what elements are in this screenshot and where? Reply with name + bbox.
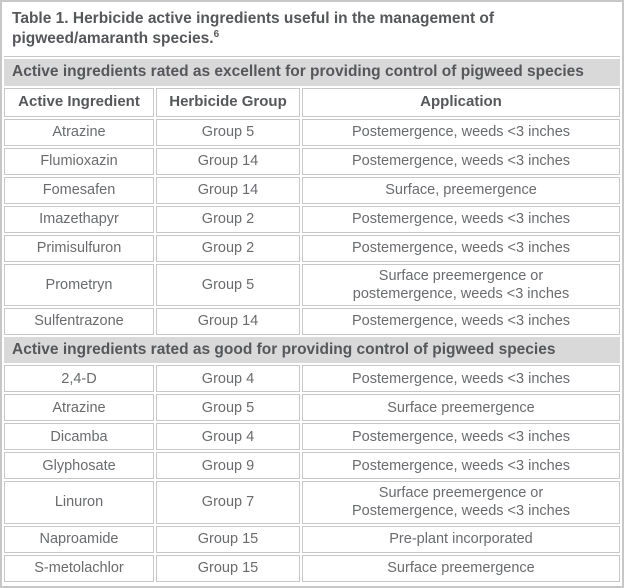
cell-herbicide-group: Group 15 bbox=[156, 554, 300, 582]
cell-application: Postemergence, weeds <3 inches bbox=[302, 307, 620, 335]
cell-active-ingredient: Fomesafen bbox=[4, 176, 154, 204]
cell-herbicide-group: Group 4 bbox=[156, 365, 300, 393]
cell-active-ingredient: Prometryn bbox=[4, 263, 154, 306]
section-header: Active ingredients rated as excellent fo… bbox=[4, 58, 620, 86]
cell-herbicide-group: Group 14 bbox=[156, 176, 300, 204]
section-grid: Active Ingredient Herbicide Group Applicat… bbox=[4, 87, 620, 335]
cell-application: Postemergence, weeds <3 inches bbox=[302, 147, 620, 175]
cell-application: Surface preemergence bbox=[302, 394, 620, 422]
cell-active-ingredient: Linuron bbox=[4, 481, 154, 524]
cell-application: Postemergence, weeds <3 inches bbox=[302, 118, 620, 146]
table-title-text: Table 1. Herbicide active ingredients us… bbox=[12, 10, 495, 48]
cell-application: Pre-plant incorporated bbox=[302, 525, 620, 553]
cell-herbicide-group: Group 15 bbox=[156, 525, 300, 553]
cell-active-ingredient: Atrazine bbox=[4, 118, 154, 146]
cell-herbicide-group: Group 9 bbox=[156, 452, 300, 480]
column-header-cell: Active Ingredient bbox=[4, 87, 154, 117]
cell-application: Surface preemergence or postemergence, w… bbox=[302, 263, 620, 306]
column-header-cell: Herbicide Group bbox=[156, 87, 300, 117]
cell-active-ingredient: Dicamba bbox=[4, 423, 154, 451]
cell-application: Surface preemergence bbox=[302, 554, 620, 582]
cell-active-ingredient: Flumioxazin bbox=[4, 147, 154, 175]
cell-herbicide-group: Group 5 bbox=[156, 263, 300, 306]
cell-active-ingredient: Glyphosate bbox=[4, 452, 154, 480]
cell-herbicide-group: Group 4 bbox=[156, 423, 300, 451]
cell-application: Postemergence, weeds <3 inches bbox=[302, 365, 620, 393]
cell-herbicide-group: Group 14 bbox=[156, 147, 300, 175]
cell-herbicide-group: Group 14 bbox=[156, 307, 300, 335]
cell-application: Postemergence, weeds <3 inches bbox=[302, 205, 620, 233]
cell-application: Surface, preemergence bbox=[302, 176, 620, 204]
cell-herbicide-group: Group 2 bbox=[156, 205, 300, 233]
section-header: Active ingredients rated as good for pro… bbox=[4, 336, 620, 364]
cell-application: Postemergence, weeds <3 inches bbox=[302, 423, 620, 451]
cell-active-ingredient: Atrazine bbox=[4, 394, 154, 422]
cell-active-ingredient: Imazethapyr bbox=[4, 205, 154, 233]
table-body: Active ingredients rated as excellent fo… bbox=[4, 58, 620, 582]
column-header-cell: Application bbox=[302, 87, 620, 117]
cell-active-ingredient: S-metolachlor bbox=[4, 554, 154, 582]
cell-herbicide-group: Group 2 bbox=[156, 234, 300, 262]
cell-active-ingredient: 2,4-D bbox=[4, 365, 154, 393]
cell-application: Postemergence, weeds <3 inches bbox=[302, 452, 620, 480]
cell-herbicide-group: Group 5 bbox=[156, 118, 300, 146]
table-title-footnote-ref: 6 bbox=[213, 29, 220, 41]
cell-application: Surface preemergence or Postemergence, w… bbox=[302, 481, 620, 524]
cell-herbicide-group: Group 7 bbox=[156, 481, 300, 524]
cell-application: Postemergence, weeds <3 inches bbox=[302, 234, 620, 262]
cell-active-ingredient: Naproamide bbox=[4, 525, 154, 553]
cell-active-ingredient: Sulfentrazone bbox=[4, 307, 154, 335]
cell-active-ingredient: Primisulfuron bbox=[4, 234, 154, 262]
section-grid: 2,4-D Group 4 Postemergence, weeds <3 inch… bbox=[4, 365, 620, 582]
table-title: Table 1. Herbicide active ingredients us… bbox=[4, 4, 620, 57]
cell-herbicide-group: Group 5 bbox=[156, 394, 300, 422]
